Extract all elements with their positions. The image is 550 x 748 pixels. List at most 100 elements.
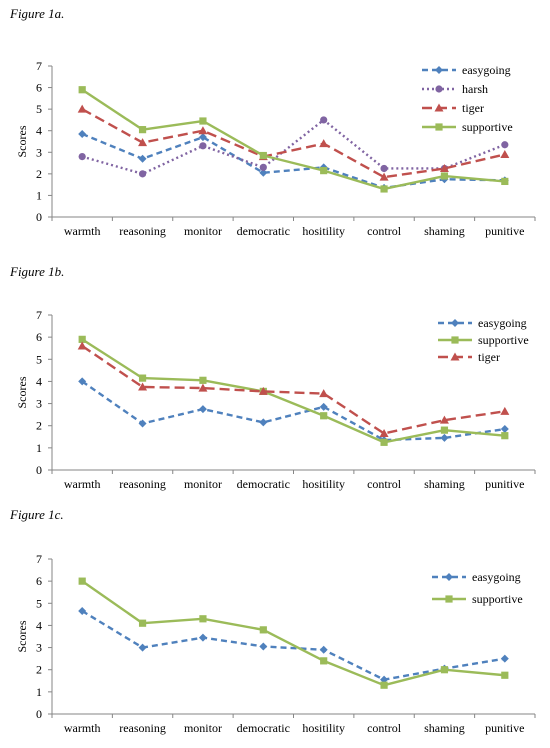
- data-point-supportive: [380, 185, 388, 193]
- x-tick-label: monitor: [184, 721, 222, 735]
- figure-1a-title: Figure 1a.: [10, 6, 65, 21]
- legend-marker-tiger: [434, 103, 444, 112]
- legend-marker-supportive: [451, 336, 459, 344]
- legend-marker-easygoing: [451, 319, 459, 327]
- legend-label-tiger: tiger: [478, 350, 500, 364]
- data-point-supportive: [199, 376, 207, 384]
- x-tick-label: monitor: [184, 224, 222, 238]
- x-tick-label: warmth: [64, 477, 101, 491]
- data-point-easygoing: [440, 433, 449, 442]
- series-line-supportive: [81, 580, 505, 687]
- figure-1b-title: Figure 1b.: [10, 264, 65, 279]
- x-tick-label: warmth: [64, 224, 101, 238]
- data-point-harsh: [78, 153, 86, 161]
- y-tick-label: 2: [36, 419, 42, 433]
- data-point-easygoing: [198, 133, 207, 142]
- legend-marker-tiger: [450, 352, 460, 361]
- data-point-easygoing: [259, 642, 268, 651]
- x-tick-label: control: [367, 721, 402, 735]
- data-point-tiger: [319, 139, 329, 148]
- data-point-supportive: [440, 172, 449, 180]
- x-tick-label: hositility: [302, 477, 345, 491]
- data-point-supportive: [501, 177, 509, 186]
- data-point-supportive: [440, 426, 449, 434]
- data-point-supportive: [199, 615, 207, 623]
- data-point-supportive: [320, 657, 328, 665]
- x-tick-label: control: [367, 224, 402, 238]
- data-point-supportive: [78, 335, 86, 343]
- y-tick-label: 3: [36, 641, 42, 655]
- data-point-easygoing: [78, 129, 87, 138]
- legend-marker-supportive: [445, 595, 453, 603]
- data-point-easygoing: [78, 607, 87, 616]
- y-tick-label: 0: [36, 463, 42, 477]
- x-tick-label: hositility: [302, 224, 345, 238]
- series-line-easygoing: [81, 380, 505, 442]
- data-point-easygoing: [259, 418, 268, 427]
- data-point-supportive: [320, 167, 328, 175]
- data-point-easygoing: [319, 402, 328, 411]
- legend-marker-easygoing: [445, 573, 453, 581]
- data-point-easygoing: [259, 168, 268, 177]
- series-line-easygoing: [81, 610, 506, 681]
- y-axis-label: Scores: [15, 376, 29, 408]
- series-line-tiger: [81, 108, 506, 179]
- data-point-supportive: [259, 151, 267, 160]
- data-point-supportive: [138, 126, 147, 134]
- y-tick-label: 4: [36, 124, 42, 138]
- legend-marker-harsh: [435, 85, 443, 93]
- data-point-easygoing: [138, 643, 147, 652]
- data-point-easygoing: [78, 377, 87, 386]
- legend-label-tiger: tiger: [462, 101, 484, 115]
- series-line-supportive: [81, 88, 505, 191]
- y-tick-label: 1: [36, 685, 42, 699]
- data-point-harsh: [138, 170, 147, 178]
- y-tick-label: 4: [36, 618, 42, 632]
- data-point-easygoing: [500, 654, 509, 663]
- x-tick-label: control: [367, 477, 402, 491]
- legend-label-supportive: supportive: [462, 120, 513, 134]
- legend-label-supportive: supportive: [478, 333, 529, 347]
- data-point-tiger: [500, 149, 510, 158]
- x-tick-label: democratic: [237, 224, 290, 238]
- data-point-supportive: [501, 432, 509, 440]
- series-line-supportive: [81, 338, 505, 444]
- data-point-supportive: [320, 412, 328, 420]
- y-tick-label: 2: [36, 167, 42, 181]
- data-point-easygoing: [198, 405, 207, 414]
- data-point-easygoing: [198, 633, 207, 642]
- series-line-tiger: [81, 345, 505, 435]
- data-point-tiger: [379, 428, 389, 437]
- y-tick-label: 5: [36, 596, 42, 610]
- y-tick-label: 0: [36, 707, 42, 721]
- y-tick-label: 3: [36, 397, 42, 411]
- data-point-harsh: [380, 164, 388, 173]
- x-tick-label: punitive: [485, 477, 524, 491]
- y-tick-label: 5: [36, 102, 42, 116]
- legend-marker-easygoing: [435, 66, 443, 74]
- data-point-supportive: [78, 577, 86, 585]
- y-tick-label: 3: [36, 145, 42, 159]
- figure-1a-chart: 0 1 2 3 4 5 6 7 warmth reasoning monitor democratic…: [15, 59, 536, 238]
- data-point-supportive: [138, 619, 147, 627]
- data-point-supportive: [199, 117, 207, 125]
- data-point-tiger: [319, 389, 329, 398]
- legend-label-easygoing: easygoing: [462, 63, 511, 77]
- data-point-easygoing: [138, 154, 147, 163]
- y-tick-label: 7: [36, 308, 42, 322]
- x-tick-label: shaming: [424, 477, 465, 491]
- x-tick-label: reasoning: [119, 721, 166, 735]
- data-point-tiger: [77, 104, 87, 113]
- data-point-supportive: [138, 374, 147, 382]
- series-line-harsh: [81, 118, 506, 176]
- x-tick-label: shaming: [424, 721, 465, 735]
- data-point-easygoing: [500, 425, 509, 434]
- y-tick-label: 1: [36, 441, 42, 455]
- figure-1b-chart: 0 1 2 3 4 5 6 7 warmth reasoning monitor democratic…: [15, 308, 536, 491]
- x-tick-label: punitive: [485, 224, 524, 238]
- data-point-supportive: [380, 438, 388, 446]
- x-tick-label: democratic: [237, 721, 290, 735]
- data-point-tiger: [198, 383, 208, 392]
- data-point-tiger: [258, 386, 268, 395]
- data-point-harsh: [259, 163, 267, 171]
